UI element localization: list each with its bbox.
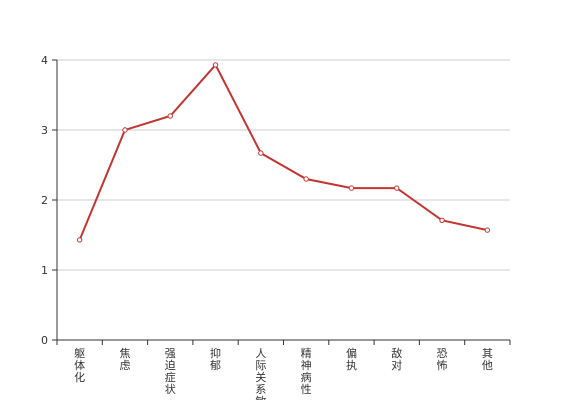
x-tick-label: 恐怖 — [437, 347, 448, 372]
x-tick-label: 偏执 — [346, 346, 357, 372]
data-point — [122, 127, 128, 133]
y-tick-label: 3 — [41, 124, 48, 137]
x-tick-label: 人际关系敏感 — [255, 347, 266, 400]
x-tick-label: 躯体化 — [74, 347, 85, 384]
x-tick-label: 焦虑 — [119, 347, 130, 372]
y-tick-label: 2 — [41, 194, 48, 207]
data-point — [348, 185, 355, 191]
data-point — [484, 227, 491, 233]
data-point — [303, 176, 309, 182]
data-point — [167, 113, 173, 119]
data-point — [212, 62, 219, 68]
x-tick-label: 其他 — [482, 347, 493, 372]
series-line — [78, 63, 488, 241]
x-tick-label: 精神病性 — [301, 347, 312, 396]
y-tick-label: 4 — [41, 54, 48, 67]
x-tick-label: 强迫症状 — [165, 347, 176, 396]
data-point — [258, 150, 264, 156]
y-tick-label: 1 — [41, 264, 48, 277]
grid-lines — [57, 59, 510, 271]
y-tick-label: 0 — [41, 334, 48, 347]
axes — [52, 59, 511, 345]
data-point — [76, 237, 83, 243]
data-point — [439, 217, 445, 224]
data-point — [394, 185, 400, 191]
x-tick-labels: 躯体化 焦虑 强迫症状 抑郁 人际关系敏感 精神病性 偏执 敌对 恐怖 其他 — [74, 346, 493, 400]
x-tick-label: 抑郁 — [210, 346, 221, 372]
y-tick-labels: 0 1 2 3 4 — [41, 54, 48, 347]
x-tick-label: 敌对 — [391, 346, 402, 372]
series — [76, 62, 491, 243]
